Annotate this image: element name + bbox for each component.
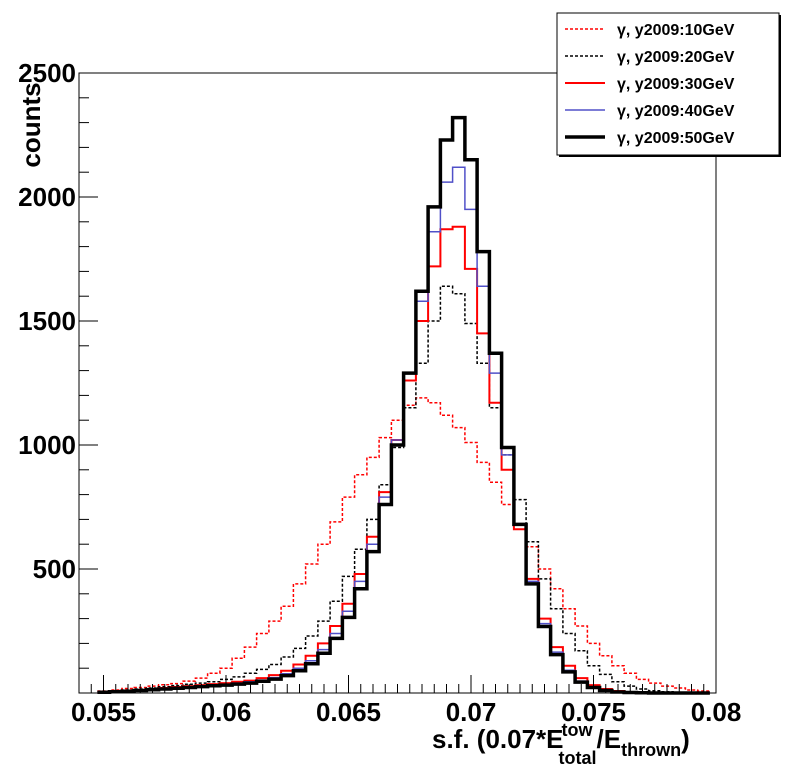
x-axis-title-mid: /E (597, 724, 622, 754)
x-axis-title: s.f. (0.07*Etow total/Ethrown) (432, 720, 690, 768)
legend-label-5: γ, y2009:50GeV (617, 130, 735, 147)
y-tick-label: 2500 (18, 58, 76, 88)
x-tick-label: 0.055 (71, 697, 136, 727)
x-tick-label: 0.06 (201, 697, 252, 727)
series-line-1 (97, 397, 710, 692)
x-axis-title-main: s.f. (0.07*E (432, 724, 564, 754)
x-tick-label: 0.075 (561, 697, 626, 727)
legend-label-3: γ, y2009:30GeV (617, 76, 735, 93)
x-axis-title-sub: total (559, 748, 597, 768)
legend-label-2: γ, y2009:20GeV (617, 49, 735, 66)
x-tick-label: 0.07 (446, 697, 497, 727)
y-tick-label: 1000 (18, 430, 76, 460)
x-axis-title-sup: tow (562, 720, 594, 740)
series-line-2 (97, 285, 710, 694)
x-axis-title-sub2: thrown (621, 740, 681, 760)
y-tick-label: 500 (33, 554, 76, 584)
legend-label-1: γ, y2009:10GeV (617, 22, 735, 39)
x-axis-title-end: ) (681, 724, 690, 754)
axes: 0.055 0.06 0.065 0.07 0.075 0.08 500 1000 1500 20… (18, 58, 741, 727)
plot-series (97, 115, 710, 695)
legend: γ, y2009:10GeV γ, y2009:20GeV γ, y2009:30G… (556, 12, 781, 157)
series-line-5 (97, 115, 710, 695)
y-tick-label: 1500 (18, 306, 76, 336)
y-tick-label: 2000 (18, 182, 76, 212)
x-tick-label: 0.08 (691, 697, 742, 727)
y-axis-title: counts (16, 82, 46, 167)
legend-label-4: γ, y2009:40GeV (617, 103, 735, 120)
x-tick-label: 0.065 (316, 697, 381, 727)
